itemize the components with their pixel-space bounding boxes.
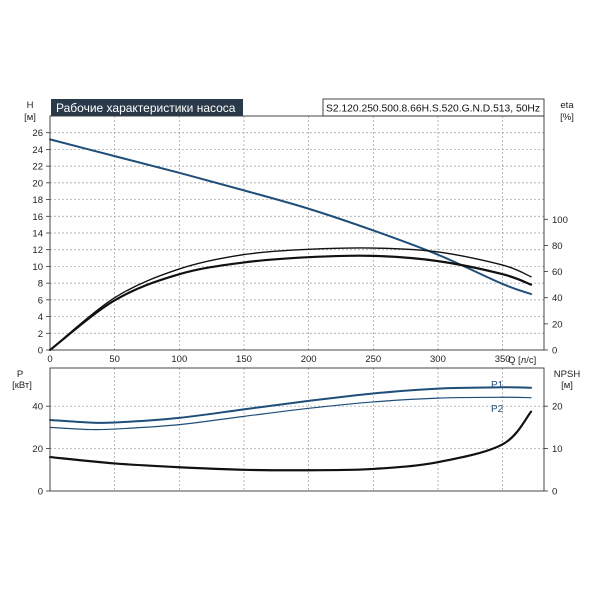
top-plot-frame (49, 115, 545, 351)
chart-title: Рабочие характеристики насоса (56, 101, 236, 115)
top-y-left-tick-label: 14 (32, 229, 43, 240)
top-y-right-tick-label: 60 (552, 267, 563, 278)
top-y-left-tick-label: 18 (32, 195, 43, 206)
bottom-y-left-tick-label: 20 (32, 444, 43, 455)
x-tick-label: 350 (495, 354, 511, 365)
bottom-plot-frame (49, 367, 545, 492)
top-y-right-tick-label: 20 (552, 319, 563, 330)
tick-labels-layer: 0 50 100 150 200 250 300 3500246810121416182022… (32, 128, 567, 497)
top-y-left-tick-label: 2 (38, 329, 43, 340)
npsh-curve (48, 410, 533, 472)
x-tick-label: 250 (365, 354, 381, 365)
head-curve (49, 138, 533, 296)
top-y-left-tick-label: 0 (38, 346, 43, 357)
grid-layer (50, 116, 544, 491)
top-y-left-tick-label: 8 (38, 279, 43, 290)
top-y-right-tick-label: 40 (552, 293, 563, 304)
chart-title-box (51, 99, 243, 116)
bottom-y-right-tick-label: 20 (552, 402, 563, 413)
x-tick-label: 150 (236, 354, 252, 365)
top-y-left-tick-label: 26 (32, 128, 43, 139)
top-y-left-tick-label: 12 (32, 245, 43, 256)
bottom-y-left-label: P (17, 369, 23, 380)
bottom-y-left-unit: [кВт] (12, 380, 32, 391)
x-tick-label: 100 (171, 354, 187, 365)
top-y-left-tick-label: 24 (32, 145, 43, 156)
top-x-label: Q [л/с] (508, 355, 536, 366)
bottom-y-left-tick-label: 40 (32, 402, 43, 413)
top-y-left-unit: [м] (24, 112, 36, 123)
x-tick-label: 0 (47, 354, 52, 365)
top-y-right-label: eta (560, 100, 574, 111)
series-label-p1: P1 (491, 380, 504, 391)
x-tick-label: 300 (430, 354, 446, 365)
bottom-y-right-tick-label: 0 (552, 487, 557, 498)
bottom-y-right-tick-label: 10 (552, 444, 563, 455)
efficiency-curve-upper (49, 247, 532, 351)
top-y-left-tick-label: 20 (32, 178, 43, 189)
model-label: S2.120.250.500.8.66H.S.520.G.N.D.513, 50… (326, 104, 540, 115)
series-layer (48, 138, 533, 472)
top-y-left-label: H (27, 100, 34, 111)
bottom-y-right-label: NPSH (554, 369, 581, 380)
top-y-right-unit: [%] (560, 112, 574, 123)
x-tick-label: 200 (301, 354, 317, 365)
top-y-left-tick-label: 22 (32, 162, 43, 173)
bottom-y-right-unit: [м] (561, 380, 573, 391)
top-y-left-tick-label: 6 (38, 295, 43, 306)
efficiency-curve-lower (48, 254, 533, 352)
top-y-right-tick-label: 100 (552, 215, 568, 226)
top-y-left-tick-label: 16 (32, 212, 43, 223)
bottom-y-left-tick-label: 0 (38, 487, 43, 498)
top-y-left-tick-label: 4 (38, 312, 43, 323)
top-y-right-tick-label: 80 (552, 241, 563, 252)
top-y-right-tick-label: 0 (552, 346, 557, 357)
power-p2-curve (49, 396, 532, 431)
top-y-left-tick-label: 10 (32, 262, 43, 273)
x-tick-label: 50 (109, 354, 120, 365)
power-p1-curve (49, 386, 533, 424)
series-label-p2: P2 (491, 404, 504, 415)
